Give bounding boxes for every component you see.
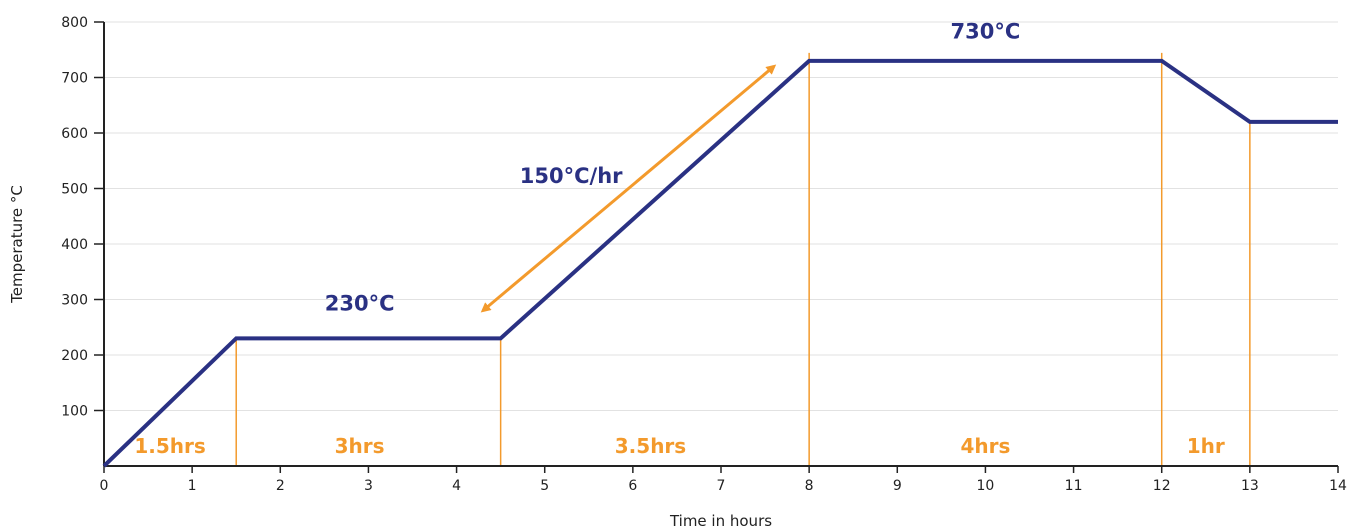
y-tick-label: 400	[61, 237, 88, 253]
x-tick-label: 11	[1065, 478, 1083, 494]
segment-duration-label: 1.5hrs	[134, 434, 205, 458]
y-tick-label: 500	[61, 182, 88, 198]
temperature-annotation: 150°C/hr	[520, 164, 623, 188]
x-tick-label: 12	[1153, 478, 1171, 494]
segment-duration-label: 1hr	[1187, 434, 1225, 458]
x-tick-label: 9	[893, 478, 902, 494]
x-tick-label: 5	[540, 478, 549, 494]
y-tick-label: 800	[61, 15, 88, 31]
x-tick-label: 1	[188, 478, 197, 494]
y-tick-label: 200	[61, 348, 88, 364]
x-tick-label: 8	[805, 478, 814, 494]
x-tick-label: 6	[628, 478, 637, 494]
x-tick-label: 14	[1329, 478, 1347, 494]
temperature-annotation: 230°C	[325, 292, 395, 316]
y-tick-label: 700	[61, 71, 88, 87]
x-tick-label: 3	[364, 478, 373, 494]
segment-duration-label: 3.5hrs	[615, 434, 686, 458]
y-axis-title: Temperature °C	[8, 185, 26, 304]
temperature-series-line	[102, 58, 1338, 468]
x-tick-label: 0	[100, 478, 109, 494]
y-tick-label: 300	[61, 293, 88, 309]
y-tick-label: 100	[61, 404, 88, 420]
x-tick-label: 2	[276, 478, 285, 494]
x-axis-title: Time in hours	[669, 512, 772, 530]
temperature-annotation: 730°C	[951, 20, 1021, 44]
x-tick-label: 10	[977, 478, 995, 494]
x-tick-label: 4	[452, 478, 461, 494]
x-tick-label: 7	[717, 478, 726, 494]
rate-arrow	[480, 64, 777, 313]
y-tick-label: 600	[61, 126, 88, 142]
x-tick-label: 13	[1241, 478, 1259, 494]
segment-duration-label: 3hrs	[335, 434, 385, 458]
segment-duration-label: 4hrs	[960, 434, 1010, 458]
